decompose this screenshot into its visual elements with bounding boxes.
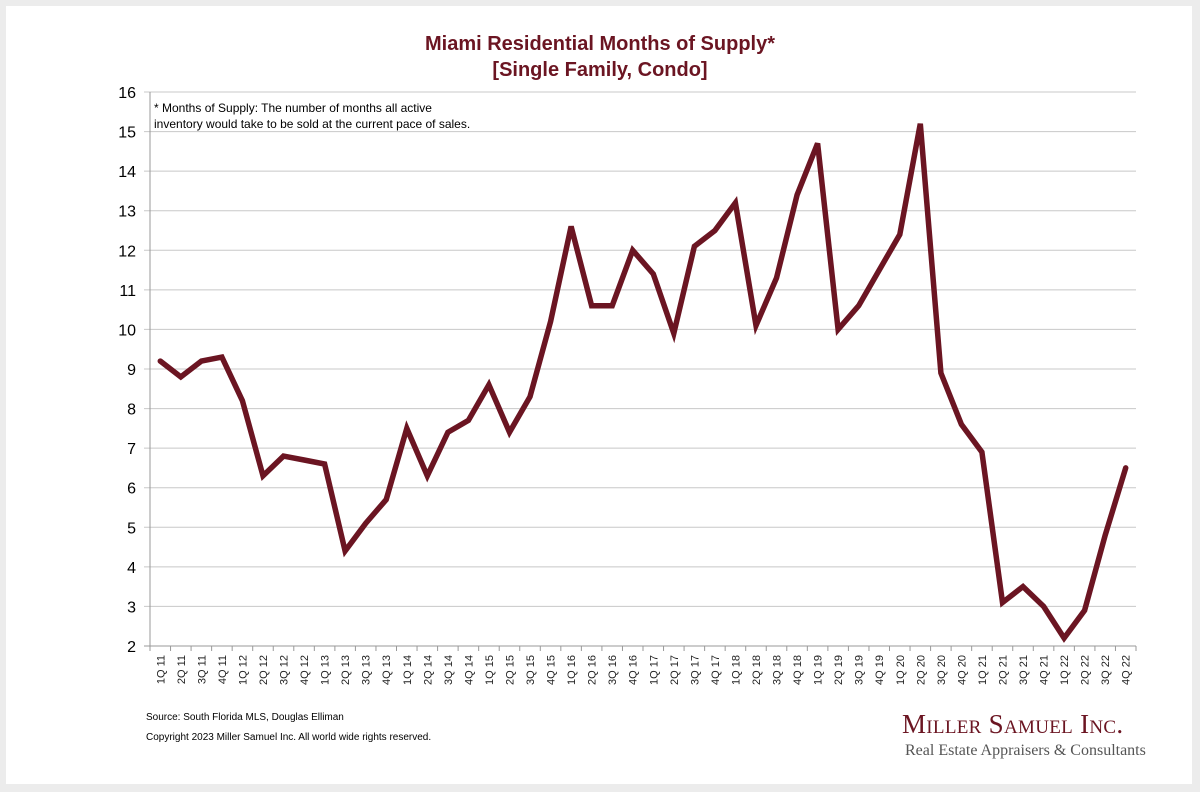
x-tick-label: 4Q 21 [1039,655,1051,685]
x-tick-label: 4Q 11 [217,655,229,684]
x-tick-label: 4Q 12 [299,655,311,685]
x-tick-label: 2Q 12 [258,655,270,685]
x-tick-label: 4Q 15 [546,655,558,685]
y-tick-label: 3 [127,599,136,616]
x-tick-label: 1Q 19 [813,655,825,685]
x-tick-label: 2Q 20 [915,655,927,685]
x-tick-label: 1Q 17 [648,655,660,685]
x-tick-label: 2Q 15 [504,655,516,685]
y-tick-label: 5 [127,520,136,537]
y-tick-label: 14 [118,164,136,181]
y-tick-label: 15 [118,125,136,142]
x-tick-label: 3Q 14 [443,655,455,685]
x-tick-label: 1Q 11 [155,655,167,684]
x-tick-label: 2Q 17 [669,655,681,685]
x-tick-label: 4Q 18 [792,655,804,685]
x-tick-label: 3Q 17 [689,655,701,685]
x-tick-label: 4Q 16 [628,655,640,685]
x-tick-label: 4Q 13 [381,655,393,685]
chart-subtitle: [Single Family, Condo] [492,59,708,81]
y-tick-label: 10 [118,322,136,339]
y-tick-label: 7 [127,441,136,458]
x-tick-label: 1Q 15 [484,655,496,685]
x-tick-label: 2Q 13 [340,655,352,685]
y-tick-label: 11 [119,283,136,300]
x-tick-label: 3Q 15 [525,655,537,685]
chart-card [6,6,1192,784]
y-tick-label: 12 [118,243,136,260]
x-tick-label: 3Q 18 [772,655,784,685]
x-tick-label: 1Q 14 [402,655,414,685]
chart-title: Miami Residential Months of Supply* [424,33,776,55]
y-tick-label: 6 [127,481,136,498]
x-tick-label: 3Q 16 [607,655,619,685]
x-tick-label: 4Q 17 [710,655,722,685]
annotation-line-2: inventory would take to be sold at the c… [154,117,471,131]
x-tick-label: 2Q 22 [1080,655,1092,685]
x-tick-label: 4Q 20 [956,655,968,685]
x-tick-label: 2Q 16 [587,655,599,685]
y-tick-label: 8 [127,402,136,419]
x-tick-label: 2Q 11 [176,655,188,684]
chart-annotation: * Months of Supply: The number of months… [154,100,470,132]
x-tick-label: 1Q 18 [730,655,742,685]
source-note: Source: South Florida MLS, Douglas Ellim… [146,712,344,723]
y-tick-label: 13 [118,204,136,221]
x-tick-label: 4Q 22 [1121,655,1133,685]
copyright-note: Copyright 2023 Miller Samuel Inc. All wo… [146,732,432,743]
x-tick-label: 1Q 13 [320,655,332,685]
series-line [157,123,1129,643]
x-tick-label: 3Q 11 [196,655,208,684]
x-tick-label: 1Q 12 [237,655,249,685]
x-tick-label: 1Q 22 [1059,655,1071,685]
x-tick-label: 4Q 14 [463,655,475,685]
x-tick-label: 2Q 19 [833,655,845,685]
company-logo-tagline: Real Estate Appraisers & Consultants [905,742,1146,759]
x-tick-label: 3Q 19 [854,655,866,685]
x-tick-label: 2Q 18 [751,655,763,685]
y-tick-label: 4 [127,560,136,577]
x-tick-label: 3Q 21 [1018,655,1030,685]
annotation-line-1: * Months of Supply: The number of months… [154,101,432,115]
y-tick-label: 16 [118,85,136,102]
x-tick-label: 3Q 13 [361,655,373,685]
x-tick-label: 3Q 20 [936,655,948,685]
x-tick-label: 4Q 19 [874,655,886,685]
x-tick-label: 1Q 16 [566,655,578,685]
company-logo-name: Miller Samuel Inc. [902,709,1124,739]
x-tick-label: 1Q 21 [977,655,989,685]
x-tick-label: 3Q 12 [279,655,291,685]
x-tick-label: 2Q 21 [997,655,1009,685]
x-tick-label: 3Q 22 [1100,655,1112,685]
y-tick-label: 2 [127,639,136,656]
y-tick-label: 9 [127,362,136,379]
x-tick-label: 1Q 20 [895,655,907,685]
x-tick-label: 2Q 14 [422,655,434,685]
